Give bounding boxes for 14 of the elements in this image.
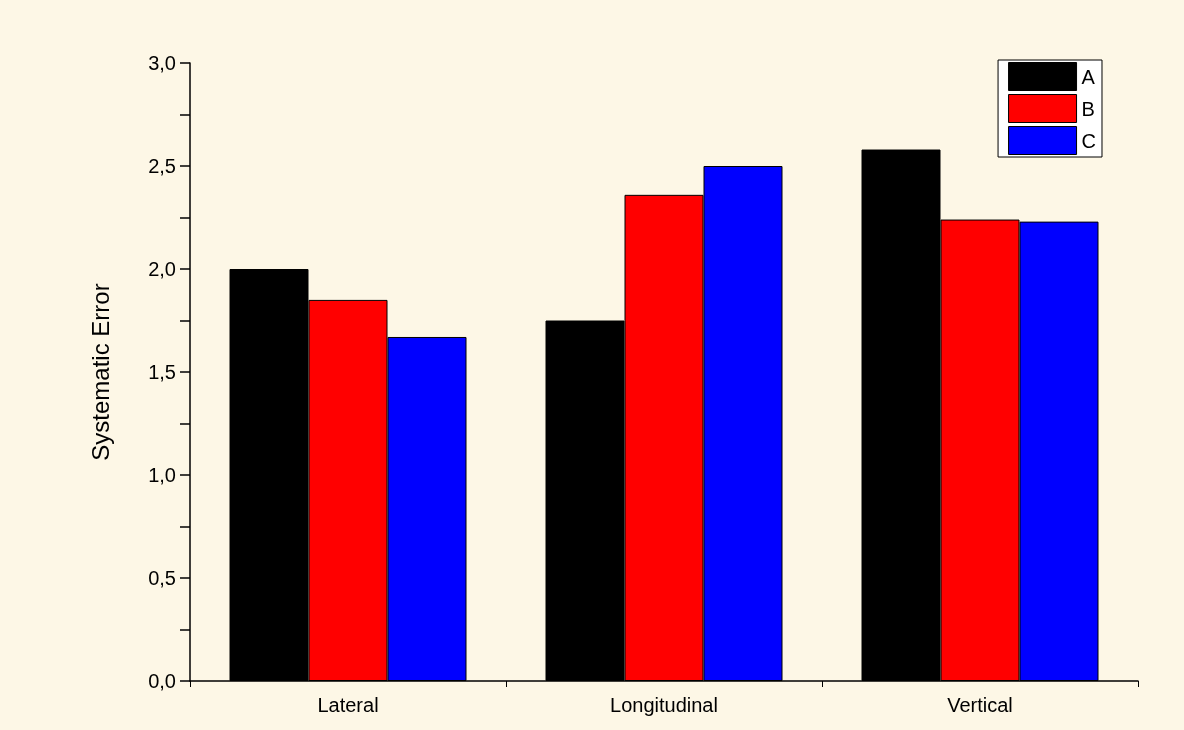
y-tick-label: 3,0 [148,52,176,74]
y-tick-label: 1,5 [148,361,176,383]
x-tick-label: Lateral [317,694,379,716]
y-axis-title: Systematic Error [86,283,114,461]
y-tick-label: 2,0 [148,258,176,280]
x-tick-label: Longitudinal [610,694,718,716]
y-tick-label: 0,5 [148,567,176,589]
legend-label: C [1081,129,1097,152]
legend-label: B [1081,97,1095,120]
x-tick-label: Vertical [947,694,1013,716]
y-tick-label: 2,5 [148,155,176,177]
y-tick-label: 1,0 [148,464,176,486]
legend-label: A [1081,65,1096,88]
y-tick-label: 0,0 [148,670,176,692]
